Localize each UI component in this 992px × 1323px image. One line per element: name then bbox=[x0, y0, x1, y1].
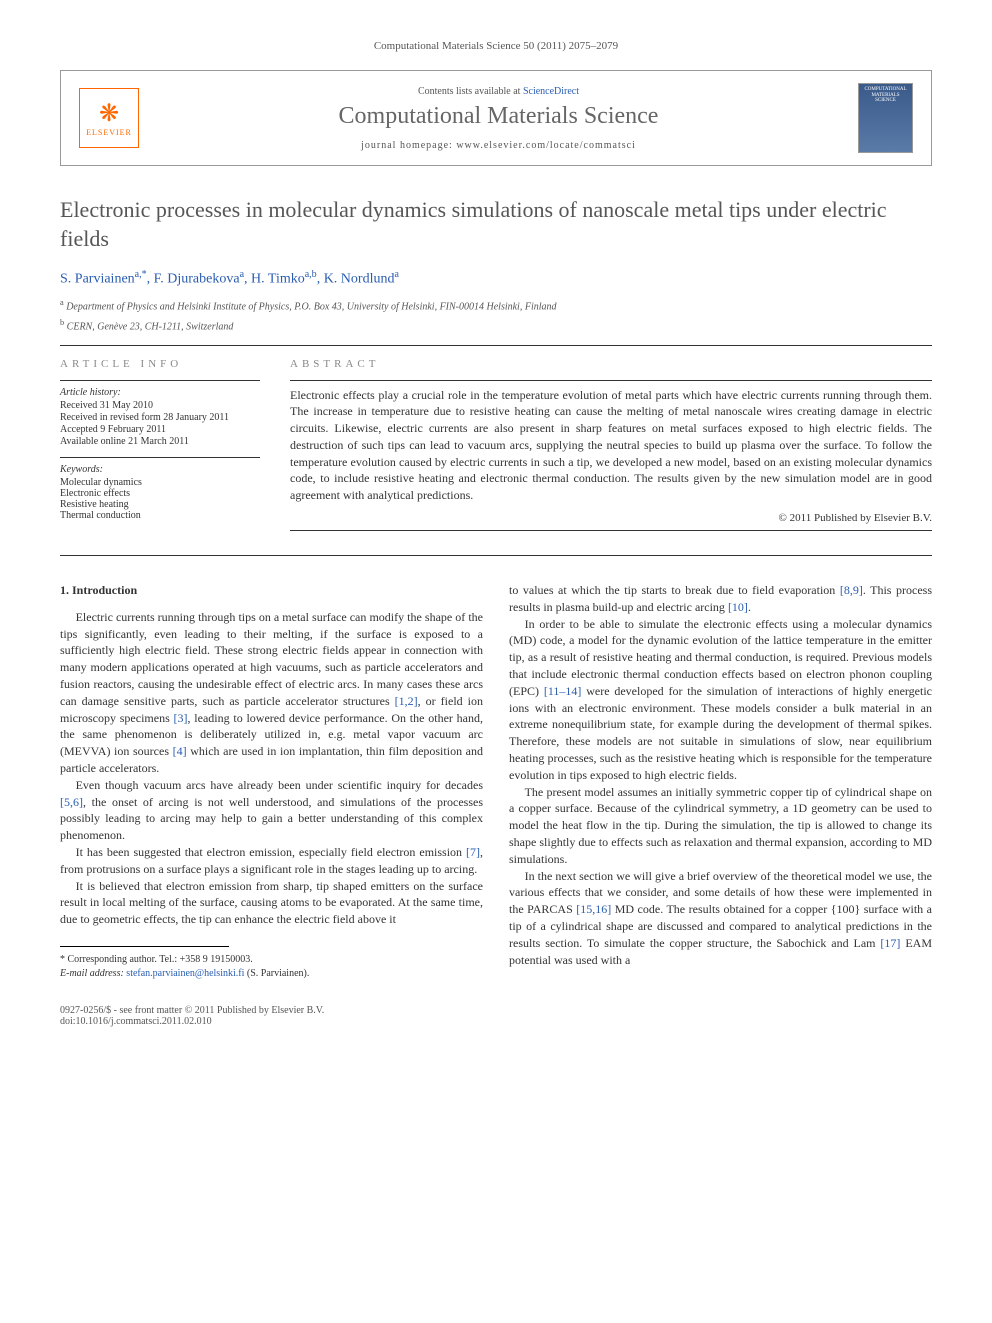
citation-link[interactable]: [4] bbox=[173, 744, 187, 758]
body-paragraph: Electric currents running through tips o… bbox=[60, 609, 483, 777]
citation-link[interactable]: [15,16] bbox=[576, 902, 611, 916]
meta-row: ARTICLE INFO Article history: Received 3… bbox=[60, 358, 932, 538]
keyword: Electronic effects bbox=[60, 488, 260, 499]
email-link[interactable]: stefan.parviainen@helsinki.fi bbox=[126, 968, 244, 979]
body-paragraph: Even though vacuum arcs have already bee… bbox=[60, 777, 483, 844]
history-label: Article history: bbox=[60, 387, 260, 398]
abstract-block: ABSTRACT Electronic effects play a cruci… bbox=[290, 358, 932, 538]
citation-link[interactable]: [5,6] bbox=[60, 795, 83, 809]
authors-list: S. Parviainena,*, F. Djurabekova a , H. Ti… bbox=[60, 269, 932, 288]
body-column-right: to values at which the tip starts to bre… bbox=[509, 582, 932, 981]
journal-title: Computational Materials Science bbox=[139, 103, 858, 130]
issn-line: 0927-0256/$ - see front matter © 2011 Pu… bbox=[60, 1005, 932, 1016]
email-label: E-mail address: bbox=[60, 968, 124, 979]
author-link[interactable]: S. Parviainen bbox=[60, 272, 135, 287]
history-accepted: Accepted 9 February 2011 bbox=[60, 424, 260, 435]
author-sup: a,* bbox=[135, 269, 147, 280]
article-info-block: ARTICLE INFO Article history: Received 3… bbox=[60, 358, 260, 538]
doi-line: doi:10.1016/j.commatsci.2011.02.010 bbox=[60, 1016, 932, 1027]
body-column-left: 1. Introduction Electric currents runnin… bbox=[60, 582, 483, 981]
cover-label: COMPUTATIONAL MATERIALS SCIENCE bbox=[862, 87, 909, 104]
author-link[interactable]: , F. Djurabekova bbox=[147, 272, 240, 287]
citation-link[interactable]: [10] bbox=[728, 600, 748, 614]
divider bbox=[60, 345, 932, 346]
body-paragraph: In the next section we will give a brief… bbox=[509, 868, 932, 969]
history-online: Available online 21 March 2011 bbox=[60, 436, 260, 447]
author-sup: a bbox=[394, 269, 398, 280]
contents-prefix: Contents lists available at bbox=[418, 86, 523, 97]
email-footnote: E-mail address: stefan.parviainen@helsin… bbox=[60, 967, 483, 981]
article-title: Electronic processes in molecular dynami… bbox=[60, 196, 932, 253]
citation-link[interactable]: [7] bbox=[466, 845, 480, 859]
tree-icon: ❋ bbox=[99, 99, 119, 128]
keyword: Thermal conduction bbox=[60, 510, 260, 521]
abstract-text: Electronic effects play a crucial role i… bbox=[290, 387, 932, 505]
journal-reference: Computational Materials Science 50 (2011… bbox=[60, 40, 932, 52]
journal-cover-thumbnail: COMPUTATIONAL MATERIALS SCIENCE bbox=[858, 83, 913, 153]
history-received: Received 31 May 2010 bbox=[60, 400, 260, 411]
body-columns: 1. Introduction Electric currents runnin… bbox=[60, 582, 932, 981]
affiliation-a: a Department of Physics and Helsinki Ins… bbox=[60, 298, 932, 312]
footnote-separator bbox=[60, 946, 229, 947]
divider bbox=[290, 380, 932, 381]
body-paragraph: In order to be able to simulate the elec… bbox=[509, 616, 932, 784]
abstract-heading: ABSTRACT bbox=[290, 358, 932, 370]
contents-available: Contents lists available at ScienceDirec… bbox=[139, 86, 858, 97]
publisher-name: ELSEVIER bbox=[86, 128, 132, 137]
sciencedirect-link[interactable]: ScienceDirect bbox=[523, 86, 579, 97]
divider bbox=[290, 530, 932, 531]
body-paragraph: It has been suggested that electron emis… bbox=[60, 844, 483, 878]
header-center: Contents lists available at ScienceDirec… bbox=[139, 86, 858, 151]
keyword: Resistive heating bbox=[60, 499, 260, 510]
citation-link[interactable]: [11–14] bbox=[544, 684, 582, 698]
body-paragraph: The present model assumes an initially s… bbox=[509, 784, 932, 868]
section-heading: 1. Introduction bbox=[60, 582, 483, 599]
journal-header-box: ❋ ELSEVIER Contents lists available at S… bbox=[60, 70, 932, 166]
affiliation-b: b CERN, Genève 23, CH-1211, Switzerland bbox=[60, 318, 932, 332]
body-paragraph: It is believed that electron emission fr… bbox=[60, 878, 483, 928]
page-footer: 0927-0256/$ - see front matter © 2011 Pu… bbox=[60, 1005, 932, 1027]
copyright-line: © 2011 Published by Elsevier B.V. bbox=[290, 512, 932, 524]
email-name: (S. Parviainen). bbox=[244, 968, 309, 979]
corresponding-author-footnote: * Corresponding author. Tel.: +358 9 191… bbox=[60, 953, 483, 967]
history-revised: Received in revised form 28 January 2011 bbox=[60, 412, 260, 423]
divider bbox=[60, 380, 260, 381]
keywords-label: Keywords: bbox=[60, 464, 260, 475]
body-paragraph: to values at which the tip starts to bre… bbox=[509, 582, 932, 616]
citation-link[interactable]: [1,2] bbox=[395, 694, 418, 708]
article-info-heading: ARTICLE INFO bbox=[60, 358, 260, 370]
citation-link[interactable]: [17] bbox=[880, 936, 900, 950]
author-link[interactable]: , K. Nordlund bbox=[317, 272, 395, 287]
citation-link[interactable]: [8,9] bbox=[840, 583, 863, 597]
divider bbox=[60, 555, 932, 556]
journal-homepage: journal homepage: www.elsevier.com/locat… bbox=[139, 140, 858, 151]
author-sup: a,b bbox=[305, 269, 317, 280]
keyword: Molecular dynamics bbox=[60, 477, 260, 488]
author-link[interactable]: , H. Timko bbox=[244, 272, 305, 287]
elsevier-logo: ❋ ELSEVIER bbox=[79, 88, 139, 148]
citation-link[interactable]: [3] bbox=[174, 711, 188, 725]
divider bbox=[60, 457, 260, 458]
